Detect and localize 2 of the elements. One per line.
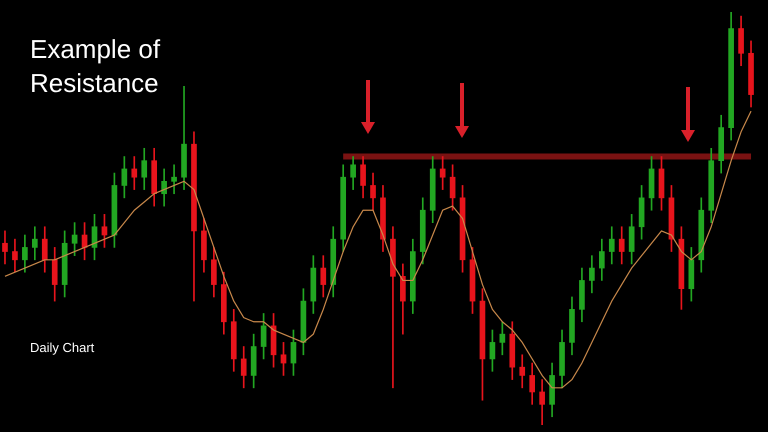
text: Example of Resistance bbox=[30, 33, 162, 100]
annotation: Daily Chart bbox=[30, 340, 94, 355]
